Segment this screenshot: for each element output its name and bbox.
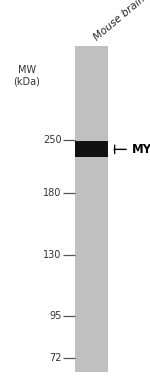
Text: 95: 95 <box>49 311 62 321</box>
Text: MW
(kDa): MW (kDa) <box>14 65 40 87</box>
Text: 250: 250 <box>43 135 62 145</box>
Bar <box>75 46 108 372</box>
Text: MYH10: MYH10 <box>132 143 150 156</box>
Bar <box>75 141 108 157</box>
Text: Mouse brain: Mouse brain <box>92 0 147 42</box>
Text: 180: 180 <box>43 188 62 198</box>
Text: 72: 72 <box>49 353 62 363</box>
Text: 130: 130 <box>43 250 62 260</box>
